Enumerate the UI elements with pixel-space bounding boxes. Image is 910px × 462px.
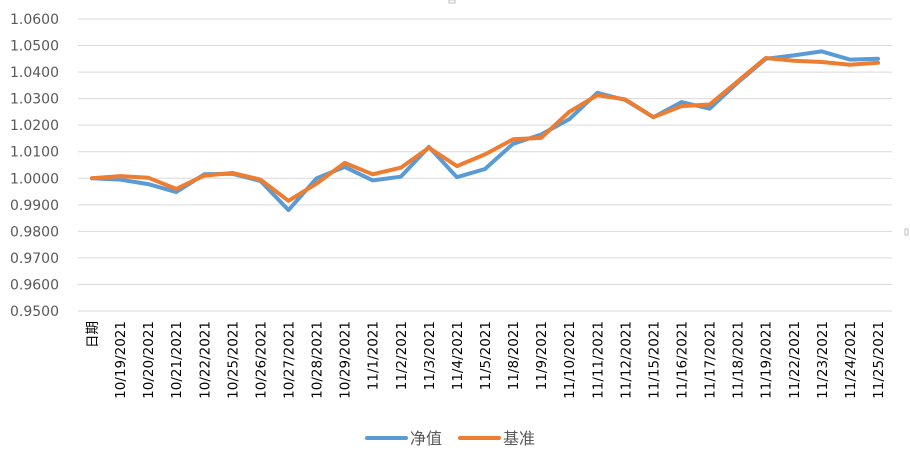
y-tick-label: 0.9700 [10,251,59,267]
x-tick-label: 10/21/2021 [169,321,185,399]
x-tick-label: 10/26/2021 [253,321,269,399]
x-tick-label: 10/28/2021 [310,321,326,399]
legend-label: 基准 [503,429,535,448]
x-tick-label: 11/15/2021 [646,321,662,399]
x-tick-label: 10/20/2021 [141,321,157,399]
x-tick-label: 11/24/2021 [843,321,859,399]
x-tick-label: 11/17/2021 [703,321,719,399]
y-axis-ticks: 0.9500 0.9600 0.9700 0.9800 0.9900 1.0000 1.01… [10,12,59,320]
series-line-benchmark [90,56,880,203]
x-tick-label: 11/9/2021 [534,321,550,390]
x-tick-label: 11/4/2021 [450,321,466,390]
resize-handle-top [448,0,456,4]
y-tick-label: 0.9500 [10,304,59,320]
y-tick-label: 1.0300 [10,92,59,108]
y-tick-label: 1.0200 [10,118,59,134]
x-tick-label: 11/19/2021 [759,321,775,399]
y-tick-label: 0.9900 [10,198,59,214]
x-axis-ticks: 日期 10/19/2021 10/20/2021 10/21/2021 10/22/20… [85,321,887,399]
x-tick-label: 11/3/2021 [422,321,438,390]
x-tick-label: 11/10/2021 [562,321,578,399]
x-tick-label: 10/19/2021 [113,321,129,399]
x-tick-label: 11/11/2021 [590,321,606,399]
x-tick-label: 10/29/2021 [338,321,354,399]
resize-handle-right [904,228,909,236]
x-tick-label: 11/8/2021 [506,321,522,390]
x-tick-label: 11/12/2021 [618,321,634,399]
x-tick-label: 11/2/2021 [394,321,410,390]
x-tick-label: 10/22/2021 [197,321,213,399]
x-tick-label: 11/23/2021 [815,321,831,399]
series-line-net-value [90,49,880,213]
x-tick-label: 11/5/2021 [478,321,494,390]
x-tick-label: 11/18/2021 [731,321,747,399]
x-tick-label: 10/25/2021 [225,321,241,399]
y-tick-label: 1.0100 [10,145,59,161]
x-tick-label: 10/27/2021 [282,321,298,399]
y-tick-label: 0.9600 [10,277,59,293]
y-tick-label: 1.0000 [10,171,59,187]
x-tick-label: 11/16/2021 [674,321,690,399]
legend-label: 净值 [410,429,442,448]
y-tick-label: 1.0500 [10,39,59,55]
series-lines [90,49,880,213]
legend: 净值 基准 [365,429,535,448]
x-tick-label: 11/25/2021 [871,321,887,399]
x-tick-label: 11/1/2021 [366,321,382,390]
y-tick-label: 1.0600 [10,12,59,28]
x-tick-label: 11/22/2021 [787,321,803,399]
y-tick-label: 1.0400 [10,65,59,81]
gridlines [78,18,892,312]
y-tick-label: 0.9800 [10,224,59,240]
x-tick-label: 日期 [85,321,101,348]
